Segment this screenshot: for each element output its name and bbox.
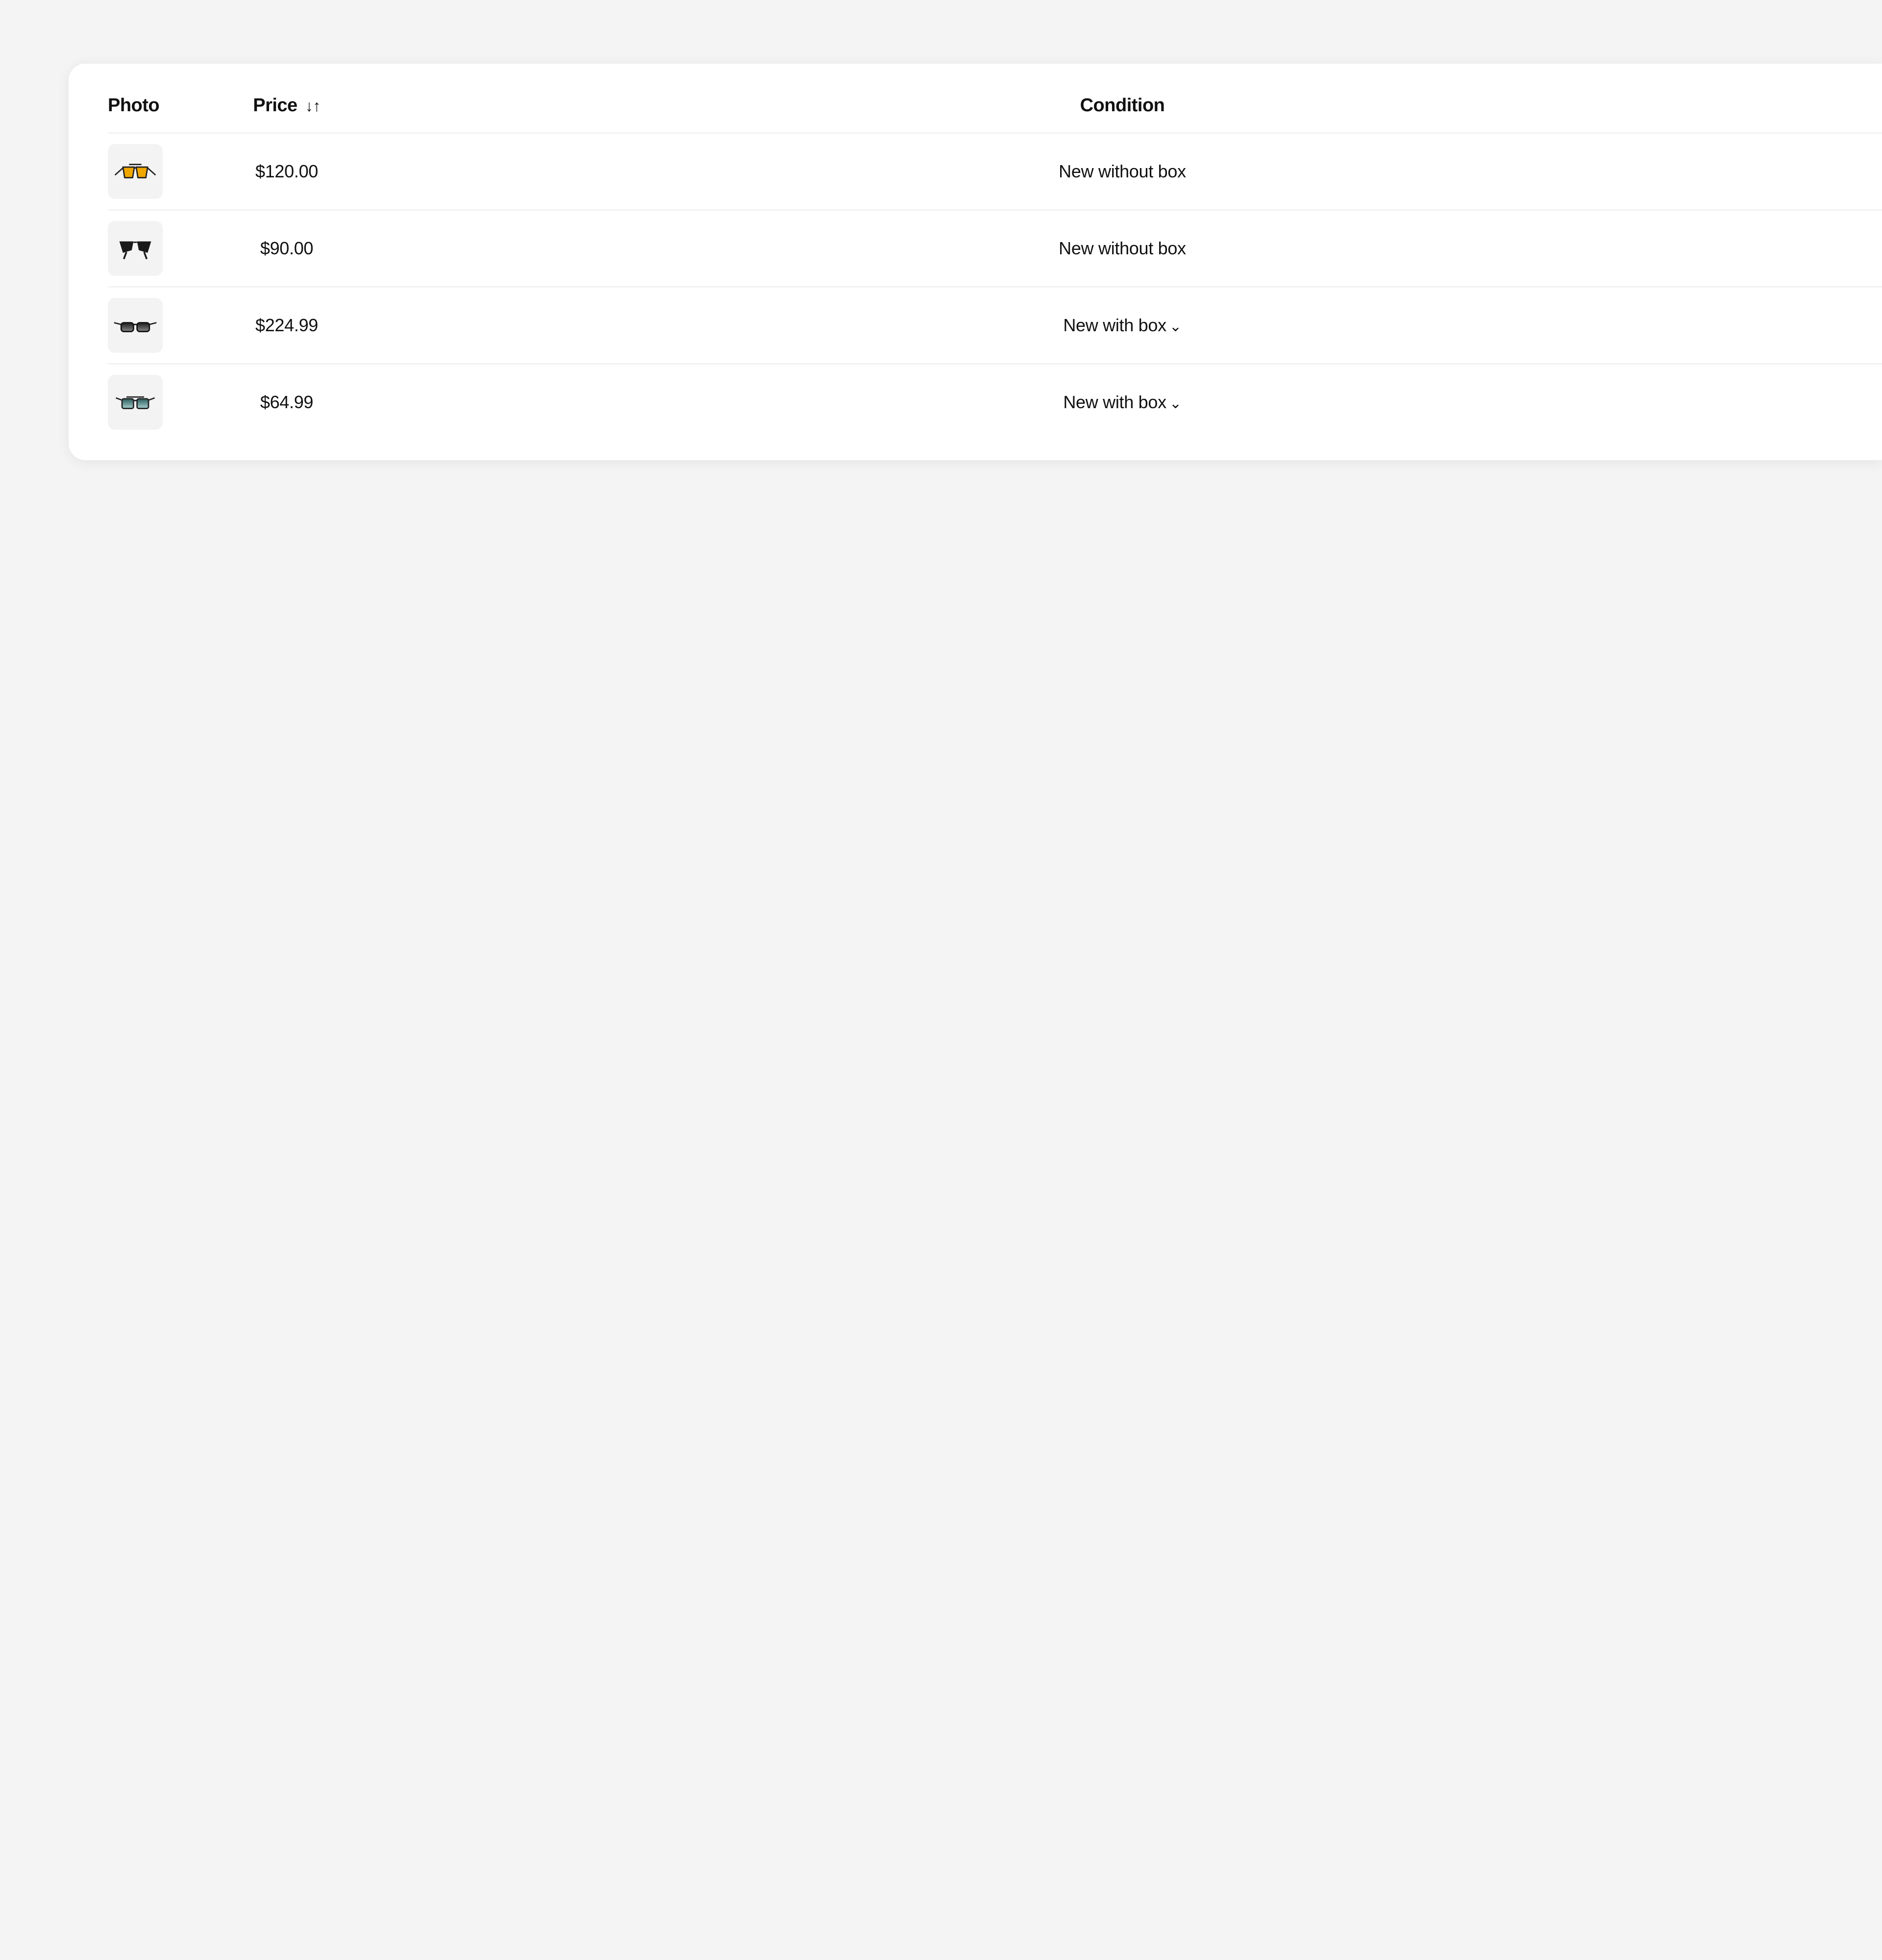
column-header-condition[interactable]: Condition	[363, 95, 1882, 133]
product-table-body: $120.00 New without box	[108, 133, 1882, 441]
product-photo-cell	[108, 133, 211, 210]
product-price: $224.99	[211, 287, 363, 364]
product-condition-cell: New with box⌄	[363, 364, 1882, 441]
product-price: $64.99	[211, 364, 363, 441]
table-row[interactable]: $90.00 New without box	[108, 210, 1882, 287]
sunglasses-icon	[113, 157, 157, 186]
sort-icon: ↓↑	[305, 97, 321, 115]
sunglasses-icon	[113, 311, 157, 340]
product-thumbnail[interactable]	[108, 144, 163, 199]
table-row[interactable]: $64.99 New with box⌄	[108, 364, 1882, 441]
table-row[interactable]: $224.99 New with box⌄	[108, 287, 1882, 364]
chevron-down-icon[interactable]: ⌄	[1169, 395, 1182, 412]
product-thumbnail[interactable]	[108, 298, 163, 353]
column-header-price[interactable]: Price ↓↑	[211, 95, 363, 133]
product-photo-cell	[108, 364, 211, 441]
column-header-photo-label: Photo	[108, 95, 159, 116]
product-price: $120.00	[211, 133, 363, 210]
product-condition: New with box	[1063, 392, 1166, 412]
column-header-condition-label: Condition	[1080, 95, 1165, 116]
product-table: Photo Price ↓↑ Condition	[108, 95, 1882, 441]
product-thumbnail[interactable]	[108, 375, 163, 430]
column-header-photo[interactable]: Photo	[108, 95, 211, 133]
product-photo-cell	[108, 287, 211, 364]
product-condition: New without box	[363, 133, 1882, 210]
sunglasses-icon	[113, 234, 157, 263]
product-condition: New with box	[1063, 315, 1166, 335]
product-photo-cell	[108, 210, 211, 287]
product-condition: New without box	[363, 210, 1882, 287]
column-header-price-label: Price	[253, 95, 297, 116]
table-row[interactable]: $120.00 New without box	[108, 133, 1882, 210]
sunglasses-icon	[113, 388, 157, 417]
product-table-card: Photo Price ↓↑ Condition	[69, 64, 1882, 460]
chevron-down-icon[interactable]: ⌄	[1169, 318, 1182, 335]
product-price: $90.00	[211, 210, 363, 287]
product-condition-cell: New with box⌄	[363, 287, 1882, 364]
product-thumbnail[interactable]	[108, 221, 163, 276]
